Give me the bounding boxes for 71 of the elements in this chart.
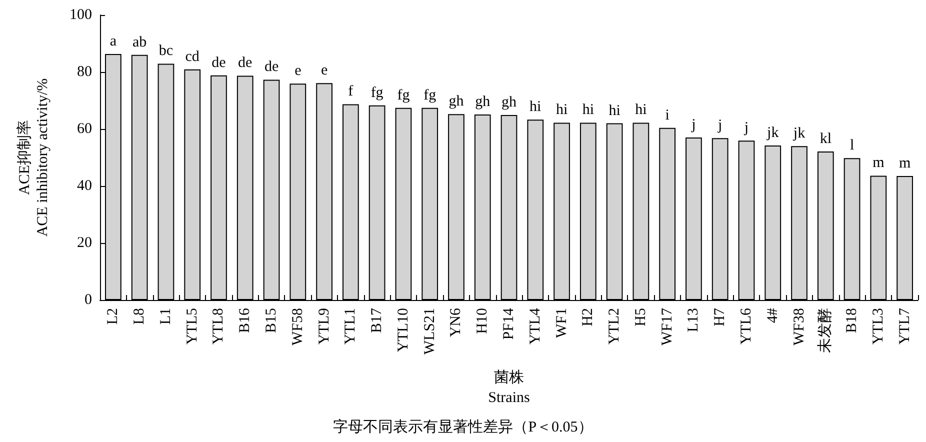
data-label: e — [294, 63, 302, 80]
data-label: gh — [448, 94, 464, 110]
data-label: e — [320, 62, 328, 79]
data-label: m — [872, 155, 885, 172]
y-tick-label: 0 — [84, 292, 92, 308]
data-label: hi — [530, 99, 542, 116]
x-tick-label: B16 — [237, 308, 254, 334]
data-label: f — [348, 84, 354, 100]
data-label: jk — [766, 125, 780, 142]
x-tick-label: PF14 — [501, 308, 517, 340]
data-label: fg — [370, 84, 384, 101]
data-label: hi — [556, 102, 568, 118]
x-tick-label: YTL6 — [738, 308, 754, 345]
x-tick-label: YTL8 — [210, 308, 227, 345]
data-label: hi — [608, 102, 620, 119]
y-axis-title: ACE抑制率 ACE inhibitory activity/% — [16, 78, 51, 237]
x-tick-label: YTL3 — [870, 308, 886, 345]
x-tick-label: L13 — [686, 308, 702, 332]
data-label: de — [238, 55, 253, 72]
data-label: i — [665, 107, 670, 124]
x-tick-label: B15 — [264, 308, 280, 334]
y-tick-label: 60 — [77, 121, 92, 137]
data-label: l — [850, 138, 854, 154]
x-tick-label: L8 — [132, 308, 148, 325]
data-label: j — [690, 117, 696, 134]
data-label: m — [898, 156, 911, 172]
data-label: hi — [635, 102, 647, 118]
data-label: j — [717, 118, 722, 134]
y-tick-label: 40 — [77, 178, 92, 194]
x-tick-label: 4# — [764, 308, 781, 323]
x-tick-label: YTL1 — [342, 308, 359, 345]
x-tick-label: YN6 — [448, 308, 464, 338]
data-label: bc — [158, 43, 174, 60]
x-tick-label: WF58 — [290, 308, 306, 346]
data-label: ab — [132, 34, 147, 50]
text: 字母不同表示有显著性差异（P＜0.05） — [333, 418, 593, 436]
data-label: gh — [502, 94, 517, 111]
data-label: hi — [582, 102, 594, 118]
x-tick-label: H7 — [712, 308, 728, 326]
data-label: kl — [820, 131, 832, 148]
x-tick-label: B17 — [369, 308, 386, 334]
data-label: a — [110, 34, 117, 50]
x-tick-label: B18 — [844, 308, 860, 334]
x-tick-label: YTL7 — [896, 308, 913, 345]
x-tick-label: H10 — [474, 308, 491, 334]
data-label: gh — [475, 94, 491, 110]
x-tick-label: H5 — [632, 308, 649, 326]
x-tick-label: YTL5 — [184, 308, 200, 345]
x-tick-label: 未发酵 — [816, 308, 834, 353]
data-label: j — [743, 120, 749, 136]
x-tick-label: YTL10 — [395, 308, 412, 352]
x-tick-label: L1 — [158, 308, 174, 325]
x-tick-label: WF1 — [554, 308, 570, 338]
data-label: jk — [792, 126, 806, 142]
data-label: de — [212, 54, 226, 71]
x-axis-title: 菌株 Strains — [488, 369, 530, 406]
x-tick-label: YTL4 — [527, 308, 544, 345]
data-label: fg — [424, 87, 437, 104]
y-tick-label: 20 — [77, 235, 92, 251]
x-tick-label: YTL9 — [316, 308, 332, 345]
x-tick-label: YTL2 — [606, 308, 623, 345]
y-tick-label: 100 — [70, 7, 92, 23]
x-tick-label: L2 — [105, 308, 122, 325]
x-tick-label: WLS21 — [422, 308, 438, 355]
x-tick-label: WF38 — [791, 308, 808, 346]
data-label: cd — [185, 48, 200, 65]
data-label: fg — [397, 87, 410, 104]
y-tick-label: 80 — [77, 64, 92, 80]
x-tick-label: WF17 — [659, 308, 676, 346]
data-label: de — [264, 59, 279, 76]
x-tick-label: H2 — [580, 308, 596, 326]
